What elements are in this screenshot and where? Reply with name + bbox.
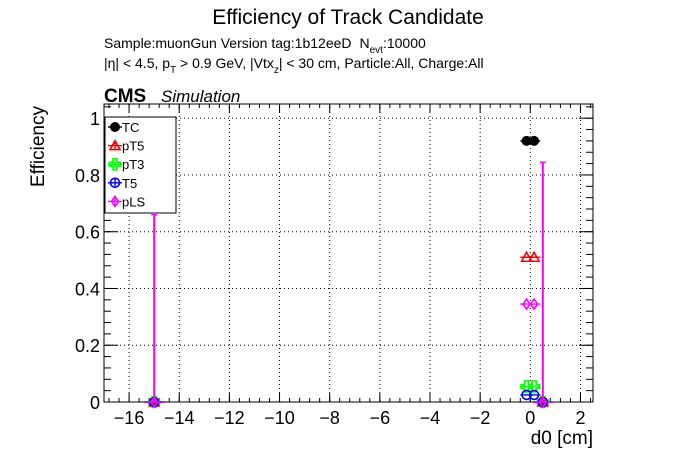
data-point [521, 389, 532, 401]
legend-entry: TC [108, 120, 139, 135]
marker-shape [108, 138, 122, 151]
data-point [528, 389, 540, 401]
legend-label: TC [122, 120, 139, 135]
x-tick-label: −16 [114, 408, 145, 428]
legend-label: pLS [122, 194, 145, 209]
marker-shape [108, 157, 122, 171]
x-tick-label: −4 [420, 408, 441, 428]
nevt-value: :10000 [383, 35, 426, 51]
y-tick-label: 0.8 [75, 166, 100, 186]
nevt-label: N [360, 35, 370, 51]
marker-shape [110, 122, 120, 132]
x-tick-label: −6 [370, 408, 391, 428]
marker-shape [527, 380, 541, 393]
y-axis-title: Efficiency [28, 106, 49, 187]
plot-frame [103, 103, 594, 403]
data-point [149, 395, 159, 409]
legend-entry: pT3 [108, 157, 144, 172]
legend-marker [109, 177, 121, 189]
legend-entry: pT5 [108, 139, 144, 154]
legend-box [104, 116, 177, 214]
marker-shape [149, 395, 159, 409]
cuts-rest-text: | < 30 cm, Particle:All, Charge:All [279, 55, 484, 71]
marker-shape [529, 297, 539, 311]
marker-shape [110, 195, 120, 208]
legend-label: T5 [122, 176, 137, 191]
data-point [520, 250, 533, 263]
marker-shape [520, 250, 533, 263]
x-tick-label: −10 [264, 408, 295, 428]
chart-title: Efficiency of Track Candidate [212, 6, 484, 29]
x-tick-label: −2 [470, 408, 491, 428]
data-point [529, 135, 540, 146]
y-tick-label: 0.2 [75, 336, 100, 356]
legend-marker [108, 138, 122, 151]
cuts-eta-text: |η| < 4.5, p [104, 55, 170, 71]
axes: −16 −14 −12 −10 −8 −6 −4 −2 0 2 0 0.2 0.4 0.6 0.8 1 [75, 103, 594, 428]
x-tick-label: −12 [214, 408, 245, 428]
data-points [144, 135, 553, 409]
marker-shape [528, 389, 540, 401]
x-tick-label: 0 [525, 408, 535, 428]
legend-label: pT5 [122, 139, 144, 154]
cuts-caption: |η| < 4.5, pT > 0.9 GeV, |Vtxz| < 30 cm,… [104, 55, 484, 76]
x-tick-label: −14 [164, 408, 195, 428]
y-tick-label: 0.6 [75, 223, 100, 243]
y-tick-label: 0 [90, 393, 100, 413]
marker-shape [109, 177, 121, 189]
marker-shape [527, 250, 541, 263]
legend-entry: T5 [108, 176, 137, 191]
marker-shape [538, 395, 548, 409]
data-point [538, 395, 548, 409]
nevt-subscript: evt [370, 45, 384, 56]
data-point [527, 380, 541, 393]
sample-caption-text: Sample:muonGun Version tag:1b12eeD [104, 35, 352, 51]
legend-entry: pLS [108, 194, 145, 209]
legend-marker [110, 122, 120, 132]
series-pls [144, 161, 553, 409]
x-tick-label: 2 [575, 408, 585, 428]
y-tick-label: 0.4 [75, 279, 100, 299]
data-point [527, 250, 541, 263]
cms-label: CMS [104, 86, 146, 107]
cuts-pt-subscript: T [170, 65, 176, 76]
cuts-vtx-subscript: z [274, 65, 279, 76]
data-point [529, 297, 539, 311]
simulation-label: Simulation [161, 87, 240, 106]
sample-caption: Sample:muonGun Version tag:1b12eeD Nevt:1… [104, 35, 426, 56]
legend-marker [110, 195, 120, 208]
legend: TC pT5 pT3 T5 pLS [104, 116, 177, 214]
y-tick-label: 1 [90, 109, 100, 129]
data-point [522, 297, 532, 311]
legend-label: pT3 [122, 157, 144, 172]
legend-marker [108, 157, 122, 171]
x-axis-title: d0 [cm] [531, 428, 593, 449]
marker-shape [529, 135, 540, 146]
marker-shape [521, 389, 532, 401]
marker-shape [522, 297, 532, 311]
cuts-pt-text: > 0.9 GeV, |Vtx [176, 55, 274, 71]
x-tick-label: −8 [319, 408, 340, 428]
